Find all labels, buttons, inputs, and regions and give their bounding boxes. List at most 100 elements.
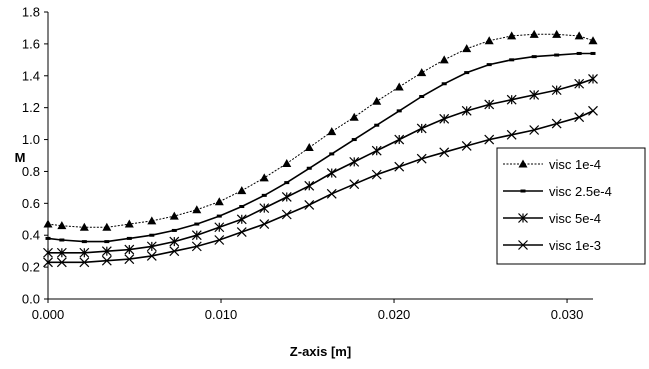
data-point	[169, 236, 180, 247]
data-point	[191, 230, 202, 241]
legend-label: visc 1e-4	[549, 157, 601, 172]
data-point	[147, 216, 157, 225]
data-point	[506, 129, 517, 140]
data-point	[236, 227, 247, 237]
data-point	[486, 63, 492, 67]
data-point	[349, 156, 360, 167]
data-point	[529, 29, 539, 38]
data-point	[419, 95, 425, 99]
data-point	[417, 68, 427, 77]
data-point	[192, 205, 202, 214]
data-point	[101, 255, 112, 266]
data-point	[509, 58, 515, 62]
x-axis-title: Z-axis [m]	[290, 344, 351, 359]
data-point	[281, 192, 292, 202]
y-tick-label: 0.0	[22, 292, 40, 307]
data-point	[574, 112, 585, 123]
data-point	[394, 134, 405, 145]
data-point	[439, 113, 450, 124]
data-point	[43, 219, 53, 228]
data-point	[101, 246, 112, 257]
data-point	[371, 145, 382, 156]
data-point	[214, 235, 225, 245]
data-point	[237, 186, 247, 195]
data-point	[439, 55, 449, 64]
data-point	[554, 53, 560, 57]
data-point	[259, 219, 270, 229]
data-point	[81, 240, 87, 244]
y-tick-label: 0.2	[22, 260, 40, 275]
data-point	[327, 127, 337, 136]
x-tick-label: 0.020	[378, 307, 411, 322]
data-point	[588, 105, 598, 116]
y-tick-label: 0.8	[22, 164, 40, 179]
data-point	[396, 109, 402, 113]
data-point	[372, 96, 382, 105]
legend-marker	[518, 159, 528, 168]
data-point	[304, 143, 314, 152]
data-point	[79, 247, 90, 258]
data-point	[236, 214, 247, 225]
data-point	[588, 74, 598, 84]
data-point	[43, 257, 53, 268]
data-point	[259, 203, 270, 214]
data-point	[574, 78, 585, 89]
data-point	[56, 257, 67, 268]
data-point	[416, 153, 427, 164]
data-point	[484, 36, 494, 45]
data-point	[529, 89, 540, 100]
data-point	[552, 29, 562, 38]
series-line	[48, 110, 594, 264]
series-line	[47, 33, 594, 228]
data-point	[284, 181, 290, 185]
series-line	[48, 78, 594, 254]
data-point	[124, 244, 135, 255]
data-point	[191, 241, 202, 252]
data-point	[57, 221, 67, 230]
data-point	[349, 179, 360, 190]
data-point	[194, 222, 200, 226]
data-point	[306, 166, 312, 170]
data-point	[104, 240, 110, 244]
legend-marker	[518, 213, 528, 223]
y-axis-title: M	[15, 150, 26, 165]
legend-label: visc 5e-4	[549, 211, 601, 226]
series-line	[47, 52, 593, 243]
data-point	[326, 188, 337, 199]
legend-marker	[520, 189, 526, 193]
data-point	[214, 222, 225, 233]
data-point	[216, 214, 222, 218]
data-point	[326, 168, 337, 178]
y-tick-label: 1.8	[22, 5, 40, 20]
x-tick-label: 0.000	[32, 307, 65, 322]
y-tick-label: 0.4	[22, 228, 40, 243]
data-point	[588, 36, 598, 45]
data-point	[394, 82, 404, 91]
data-point	[149, 233, 155, 237]
data-point	[461, 105, 472, 116]
data-point	[169, 211, 179, 220]
data-point	[441, 82, 447, 86]
data-point	[576, 51, 582, 55]
data-point	[304, 180, 315, 191]
data-point	[126, 236, 132, 240]
y-tick-label: 1.6	[22, 36, 40, 51]
data-point	[45, 236, 51, 240]
data-point	[146, 241, 157, 252]
data-point	[506, 94, 517, 105]
data-point	[214, 197, 224, 206]
legend-label: visc 2.5e-4	[549, 184, 612, 199]
y-tick-label: 1.2	[22, 100, 40, 115]
y-tick-label: 1.4	[22, 68, 40, 83]
x-tick-label: 0.030	[551, 307, 584, 322]
x-tick-label: 0.010	[205, 307, 238, 322]
data-point	[349, 112, 359, 121]
data-point	[281, 209, 292, 220]
data-point	[282, 158, 292, 167]
data-point	[416, 123, 427, 134]
data-point	[462, 44, 472, 53]
data-point	[484, 99, 495, 110]
data-point	[102, 222, 112, 231]
data-point	[439, 147, 450, 158]
